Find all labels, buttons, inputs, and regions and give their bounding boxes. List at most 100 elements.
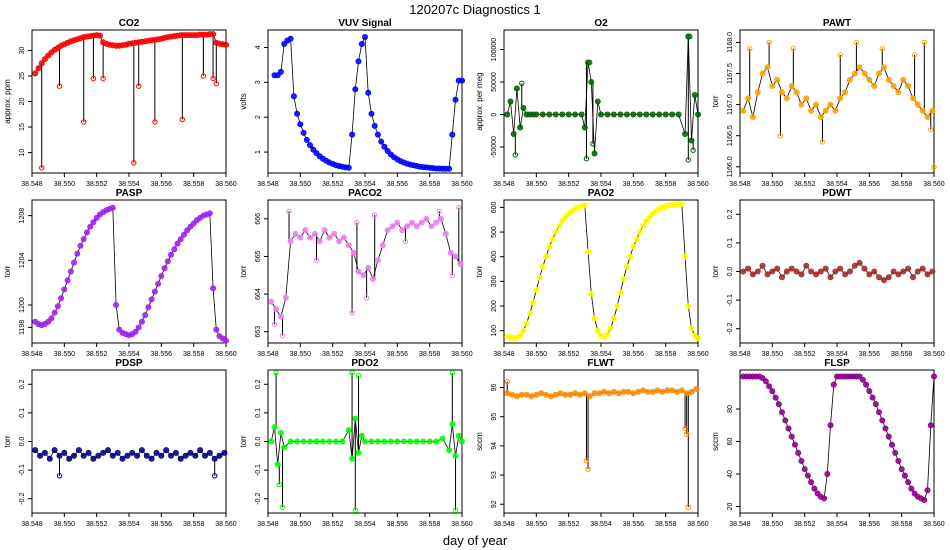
data-point xyxy=(594,98,601,105)
data-point xyxy=(866,76,873,83)
data-point xyxy=(682,253,689,260)
data-point xyxy=(216,452,223,459)
data-point xyxy=(138,318,145,325)
data-point xyxy=(549,236,556,243)
data-point xyxy=(300,438,307,445)
x-tick-label: 38.548 xyxy=(21,181,43,188)
y-tick-label: 100 xyxy=(491,325,498,337)
x-tick-label: 38.558 xyxy=(419,351,441,358)
x-tick-label: 38.556 xyxy=(387,351,409,358)
x-tick-label: 38.560 xyxy=(215,181,237,188)
x-tick-label: 38.550 xyxy=(526,351,548,358)
data-point xyxy=(277,68,284,75)
data-point xyxy=(788,265,795,272)
outlier-point xyxy=(911,52,918,58)
outlier-point xyxy=(587,59,593,66)
data-point xyxy=(798,271,805,278)
outlier-point xyxy=(90,75,97,82)
data-point xyxy=(842,271,849,278)
data-point xyxy=(908,485,915,492)
outlier-point xyxy=(436,208,443,215)
data-point xyxy=(793,268,800,275)
outlier-point xyxy=(349,370,355,376)
panel-frame xyxy=(31,369,227,514)
outlier-point xyxy=(583,457,590,464)
data-point xyxy=(905,479,912,486)
data-point xyxy=(872,401,879,408)
data-point xyxy=(370,275,377,282)
data-point xyxy=(148,296,155,303)
data-point xyxy=(457,260,464,267)
outlier-point xyxy=(273,370,279,376)
data-point xyxy=(636,229,643,236)
data-point xyxy=(775,401,782,408)
data-point xyxy=(636,111,643,118)
x-tick-label: 38.556 xyxy=(151,351,173,358)
data-point xyxy=(895,457,902,464)
y-tick-label: 1200 xyxy=(19,297,26,313)
figure-title: 120207c Diagnostics 1 xyxy=(409,2,541,17)
data-point xyxy=(900,268,907,275)
data-point xyxy=(520,327,527,334)
data-point xyxy=(355,268,362,275)
y-tick-label: 1167.0 xyxy=(727,94,734,115)
y-tick-label: 0.2 xyxy=(19,379,26,389)
data-point xyxy=(879,417,886,424)
x-tick-label: 38.560 xyxy=(687,521,709,528)
y-tick-label: 94 xyxy=(491,442,498,450)
x-tick-label: 38.548 xyxy=(493,181,515,188)
data-point xyxy=(158,452,165,459)
panel-paco2: PACO2 torr 663 664 665 666 38.548 38.550 38.552 3… xyxy=(239,188,473,358)
y-tick-label: 0.1 xyxy=(255,408,262,418)
data-point xyxy=(365,89,372,96)
y-tick-label: 30 xyxy=(19,46,26,54)
data-point xyxy=(895,271,902,278)
data-point xyxy=(513,85,520,92)
data-point xyxy=(924,114,931,121)
data-point xyxy=(596,390,603,397)
panel-ylabel: torr xyxy=(3,265,12,277)
y-tick-label: 1198 xyxy=(19,320,26,335)
data-point xyxy=(371,122,378,129)
data-point xyxy=(552,229,559,236)
data-point xyxy=(281,444,288,451)
data-point xyxy=(297,121,304,128)
data-point xyxy=(311,230,318,237)
outlier-point xyxy=(682,425,688,432)
data-point xyxy=(222,337,229,344)
x-tick-label: 38.552 xyxy=(794,351,816,358)
x-tick-label: 38.548 xyxy=(21,351,43,358)
data-point xyxy=(67,268,74,275)
data-point xyxy=(779,89,786,96)
data-point xyxy=(282,294,289,301)
data-point xyxy=(774,265,781,272)
data-point xyxy=(929,107,936,114)
data-point xyxy=(61,286,68,293)
outlier-point xyxy=(200,73,207,79)
data-point xyxy=(274,461,281,468)
data-point xyxy=(754,268,761,275)
x-tick-label: 38.554 xyxy=(826,181,848,188)
data-point xyxy=(929,268,936,275)
y-tick-label: 1208 xyxy=(19,208,26,224)
data-point xyxy=(856,259,863,266)
data-point xyxy=(513,393,520,400)
y-tick-label: 3 xyxy=(255,80,262,84)
data-point xyxy=(546,243,553,250)
data-point xyxy=(433,219,440,226)
x-tick-label: 38.552 xyxy=(794,521,816,528)
data-point xyxy=(222,41,229,48)
data-point xyxy=(387,438,394,445)
data-point xyxy=(32,70,39,77)
x-tick-label: 38.550 xyxy=(762,351,784,358)
data-point xyxy=(352,86,359,93)
data-point xyxy=(105,447,112,454)
y-tick-label: 0.0 xyxy=(727,267,734,277)
y-tick-label: 40 xyxy=(727,470,734,478)
data-point xyxy=(349,131,356,138)
series-line xyxy=(34,207,227,342)
outlier-point xyxy=(583,156,590,162)
data-point xyxy=(374,131,381,138)
data-point xyxy=(759,262,766,269)
data-point xyxy=(124,452,131,459)
